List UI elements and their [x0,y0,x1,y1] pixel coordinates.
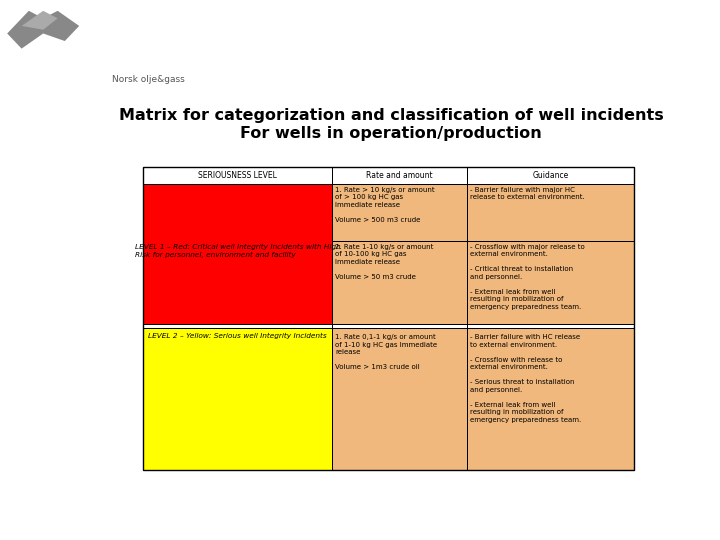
Text: LEVEL 2 – Yellow: Serious well Integrity Incidents: LEVEL 2 – Yellow: Serious well Integrity… [148,333,327,339]
Polygon shape [7,11,79,49]
Text: Norsk olje&gass: Norsk olje&gass [112,75,185,84]
Text: SERIOUSNESS LEVEL: SERIOUSNESS LEVEL [198,171,277,180]
Text: Guidance: Guidance [533,171,569,180]
Polygon shape [22,11,58,30]
Text: LEVEL 1 – Red: Critical well Integrity Incidents with High
Risk for personnel, e: LEVEL 1 – Red: Critical well Integrity I… [135,244,341,258]
Text: - Barrier failure with major HC
release to external environment.: - Barrier failure with major HC release … [470,187,585,200]
Bar [143,167,634,470]
Bar [467,324,634,328]
Text: 2. Rate 1-10 kg/s or amount
of 10-100 kg HC gas
Immediate release

Volume > 50 m: 2. Rate 1-10 kg/s or amount of 10-100 kg… [336,244,433,280]
Text: - Crossflow with major release to
external environment.

- Critical threat to in: - Crossflow with major release to extern… [470,244,585,309]
Bar [332,241,467,324]
Bar [143,328,332,470]
Text: 1. Rate > 10 kg/s or amount
of > 100 kg HC gas
Immediate release

Volume > 500 m: 1. Rate > 10 kg/s or amount of > 100 kg … [336,187,435,223]
Text: Matrix for categorization and classification of well incidents
For wells in oper: Matrix for categorization and classifica… [119,109,664,141]
Bar [332,328,467,470]
Text: - Barrier failure with HC release
to external environment.

- Crossflow with rel: - Barrier failure with HC release to ext… [470,334,582,423]
Bar [467,184,634,241]
Bar [332,324,467,328]
Bar [332,184,467,241]
Bar [467,328,634,470]
Text: Rate and amount: Rate and amount [366,171,433,180]
Text: 1. Rate 0,1-1 kg/s or amount
of 1-10 kg HC gas Immediate
release

Volume > 1m3 c: 1. Rate 0,1-1 kg/s or amount of 1-10 kg … [336,334,438,370]
Bar [143,167,332,184]
Bar [332,167,467,184]
Bar [143,324,332,328]
Bar [143,184,332,324]
Bar [467,167,634,184]
Bar [467,241,634,324]
